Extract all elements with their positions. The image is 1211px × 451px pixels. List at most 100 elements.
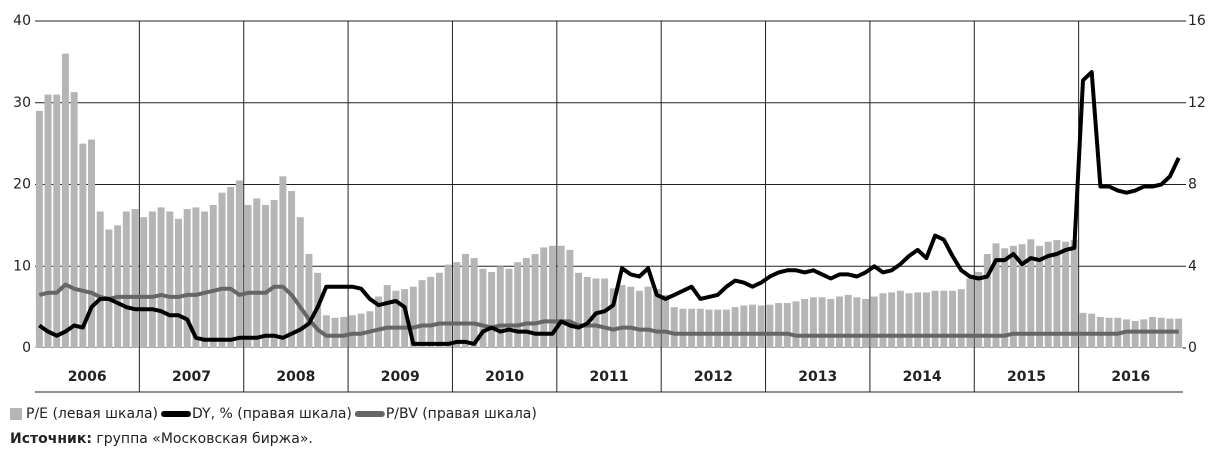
bar	[505, 268, 513, 348]
bar	[1070, 240, 1078, 348]
y2-tick-label: 0	[1188, 340, 1197, 356]
bar	[1053, 240, 1061, 348]
bar	[261, 204, 269, 348]
bar	[148, 211, 156, 348]
bar	[244, 204, 252, 348]
bar	[462, 253, 469, 348]
bar	[922, 292, 930, 348]
bar	[853, 297, 861, 348]
bar	[783, 303, 791, 348]
bar	[296, 217, 304, 348]
bar	[714, 309, 722, 348]
bar	[835, 296, 843, 348]
x-tick-label: 2014	[903, 369, 942, 385]
line	[38, 70, 1181, 346]
bar	[140, 217, 148, 348]
y-tick-label: 30	[13, 95, 31, 111]
bar	[662, 294, 670, 348]
bar	[557, 245, 565, 348]
bar	[757, 305, 765, 348]
bar	[192, 207, 200, 348]
bar	[288, 191, 296, 348]
bar	[514, 262, 522, 348]
bar	[375, 296, 383, 348]
x-tick-label: 2006	[68, 369, 107, 385]
bar	[1079, 312, 1087, 348]
bar	[992, 243, 1000, 348]
bar	[931, 290, 939, 348]
bar	[609, 288, 617, 348]
line	[38, 282, 1179, 338]
bar	[653, 289, 661, 348]
legend-label: P/E (левая шкала)	[26, 406, 158, 422]
source-label: Источник:	[10, 431, 92, 447]
bar	[705, 309, 713, 348]
bar	[479, 268, 487, 348]
bar	[166, 211, 174, 348]
bar	[131, 209, 139, 348]
y2-tick-label: 4	[1188, 258, 1197, 274]
y2-tick-label: 16	[1188, 13, 1206, 29]
bar	[348, 315, 356, 348]
bar	[409, 286, 417, 348]
bar	[548, 245, 556, 348]
bar	[1140, 319, 1148, 348]
bar	[201, 211, 209, 348]
bar	[44, 94, 52, 348]
bar	[444, 264, 452, 348]
bar	[966, 278, 974, 348]
bar	[96, 211, 104, 348]
bar	[627, 286, 635, 348]
bar	[209, 204, 217, 348]
bar	[1018, 244, 1026, 348]
bar	[983, 253, 991, 348]
bar	[35, 110, 43, 348]
bar	[88, 139, 96, 348]
legend-label: P/BV (правая шкала)	[386, 406, 537, 422]
bar	[227, 186, 235, 348]
bar	[635, 290, 643, 348]
bar	[122, 211, 130, 348]
y-tick-label: 0	[22, 340, 31, 356]
bar	[583, 276, 591, 348]
bar	[1088, 313, 1096, 348]
bar	[957, 289, 965, 348]
bar	[801, 298, 809, 348]
bar	[940, 290, 948, 348]
bar	[870, 296, 878, 348]
bar	[418, 280, 426, 348]
bar	[1044, 241, 1052, 348]
legend-swatch	[10, 408, 22, 420]
bar	[792, 301, 800, 348]
bar	[618, 285, 626, 348]
source-text: группа «Московская биржа».	[96, 431, 312, 447]
x-tick-label: 2011	[590, 369, 629, 385]
bar	[53, 94, 61, 348]
bar	[1027, 239, 1035, 348]
bar	[575, 272, 583, 348]
x-tick-label: 2007	[172, 369, 211, 385]
bar	[496, 266, 504, 348]
bar	[383, 285, 391, 348]
x-tick-label: 2009	[381, 369, 420, 385]
y-tick-label: 40	[13, 13, 31, 29]
bar	[61, 53, 69, 348]
bar	[949, 290, 957, 348]
bar	[470, 258, 478, 348]
bar	[340, 316, 348, 348]
bar	[253, 198, 261, 348]
bar	[427, 276, 435, 348]
bar	[1009, 245, 1017, 348]
bar	[1001, 248, 1009, 348]
bar	[879, 293, 887, 348]
bar	[1122, 319, 1130, 348]
bar	[809, 297, 817, 348]
bar	[740, 305, 748, 348]
x-axis-band	[35, 348, 1183, 392]
bar	[218, 192, 226, 348]
source: Источник: группа «Московская биржа».	[10, 431, 313, 447]
bar	[105, 229, 113, 348]
legend-label: DY, % (правая шкала)	[192, 406, 352, 422]
bar	[331, 317, 339, 348]
